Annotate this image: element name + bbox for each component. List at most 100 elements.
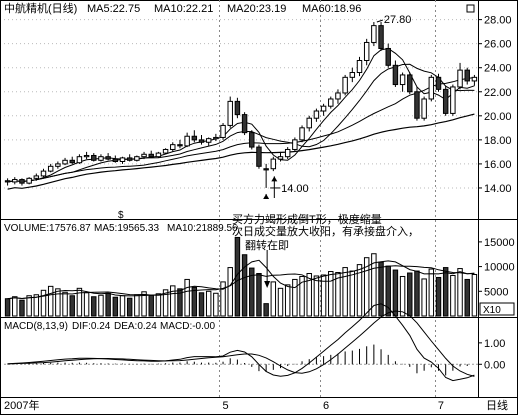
candle-body xyxy=(191,135,198,141)
volume-bar xyxy=(40,289,47,317)
ma5-readout: MA5:22.75 xyxy=(87,3,140,15)
volume-bar xyxy=(105,292,111,317)
volume-bar xyxy=(33,294,40,317)
macd-dif-line xyxy=(7,303,475,382)
candle-body xyxy=(220,124,226,138)
candle-body xyxy=(134,156,140,161)
volume-bar xyxy=(220,281,226,317)
candle-body xyxy=(126,157,133,161)
price-tick-label: 22.00 xyxy=(484,87,512,99)
window-toggle-icon xyxy=(466,4,475,13)
dividend-marker: $ xyxy=(118,210,124,221)
volume-bar xyxy=(335,272,341,317)
volume-tick-label: 15000 xyxy=(484,237,515,249)
price-tick-label: 18.00 xyxy=(484,135,512,147)
low-price-label: 14.00 xyxy=(281,183,309,195)
macd-value-readout: MACD:-0.00 xyxy=(160,321,215,332)
macd-dif-readout: DIF:0.24 xyxy=(72,321,111,332)
volume-bar xyxy=(277,287,284,317)
candle-body xyxy=(471,76,478,82)
volume-bar xyxy=(119,295,126,317)
candle-body xyxy=(141,153,147,158)
volume-bar xyxy=(313,275,320,317)
volume-bar xyxy=(12,296,18,317)
volume-bar xyxy=(356,264,363,317)
candle-body xyxy=(335,92,341,100)
volume-bar xyxy=(191,286,198,317)
volume-bar xyxy=(442,267,449,317)
candle-body xyxy=(213,136,219,140)
candle-body xyxy=(320,105,327,112)
ma20-line xyxy=(7,77,475,183)
candle-body xyxy=(356,60,363,74)
volume-bar xyxy=(464,278,470,317)
chart-title: 中航精机(日线) xyxy=(4,1,77,15)
volume-bar xyxy=(62,291,68,317)
candle-body xyxy=(19,179,25,184)
volume-bar xyxy=(69,295,75,317)
candle-body xyxy=(12,179,18,183)
candle-body xyxy=(249,132,255,148)
candle-body xyxy=(162,148,169,154)
candle-body xyxy=(4,180,11,183)
volume-bar xyxy=(306,273,312,317)
volume-bar xyxy=(19,299,25,317)
volume-bar xyxy=(91,296,97,317)
volume-ma10-readout: MA10:21889.56 xyxy=(167,223,238,234)
volume-bar xyxy=(378,261,384,317)
macd-dea-line xyxy=(7,310,475,377)
candle-body xyxy=(299,127,305,141)
volume-ma5-readout: MA5:19565.33 xyxy=(94,223,159,234)
candle-body xyxy=(83,154,90,158)
candle-body xyxy=(91,154,97,161)
volume-bar xyxy=(414,270,420,317)
candle-body xyxy=(155,152,162,158)
volume-bar xyxy=(292,278,298,317)
candle-body xyxy=(306,117,312,129)
candle-body xyxy=(342,76,348,94)
candle-body xyxy=(184,135,190,147)
ma20-readout: MA20:23.19 xyxy=(227,3,286,15)
candle-body xyxy=(442,88,449,114)
volume-bar xyxy=(134,294,140,317)
candle-body xyxy=(407,74,413,93)
candle-body xyxy=(119,157,126,162)
volume-bar xyxy=(126,297,133,317)
candle-body xyxy=(55,163,61,167)
volume-bar xyxy=(421,278,427,317)
volume-bar xyxy=(234,236,241,317)
ma10-readout: MA10:22.21 xyxy=(154,3,213,15)
candle-body xyxy=(263,168,269,171)
candle-body xyxy=(284,148,291,158)
annotation-note-2: 次日成交量放大收阳，有承接盘介入， xyxy=(232,226,419,238)
volume-bar xyxy=(371,253,377,317)
candle-body xyxy=(270,158,277,170)
volume-readout: VOLUME:17576.87 xyxy=(4,223,91,234)
candle-body xyxy=(227,100,233,126)
candle-body xyxy=(198,139,205,143)
volume-bar xyxy=(435,276,442,317)
volume-bar xyxy=(76,287,83,317)
candle-body xyxy=(421,98,427,119)
price-tick-label: 28.00 xyxy=(484,15,512,27)
volume-tick-label: 5000 xyxy=(484,286,508,298)
volume-bar xyxy=(162,289,169,317)
volume-bar xyxy=(47,285,54,317)
volume-ma5-line xyxy=(7,259,475,300)
volume-bar xyxy=(177,288,183,317)
candle-body xyxy=(378,25,384,49)
volume-bar xyxy=(213,292,219,317)
volume-bar xyxy=(155,293,162,317)
volume-bar xyxy=(205,290,212,317)
candle-body xyxy=(256,146,262,167)
volume-bar xyxy=(263,303,269,317)
month-label-7: 7 xyxy=(438,400,444,412)
candle-body xyxy=(40,170,47,177)
volume-bar xyxy=(148,294,154,317)
volume-bar xyxy=(112,296,119,317)
candle-body xyxy=(457,69,463,88)
ma60-line xyxy=(7,113,475,190)
candle-body xyxy=(47,165,54,172)
